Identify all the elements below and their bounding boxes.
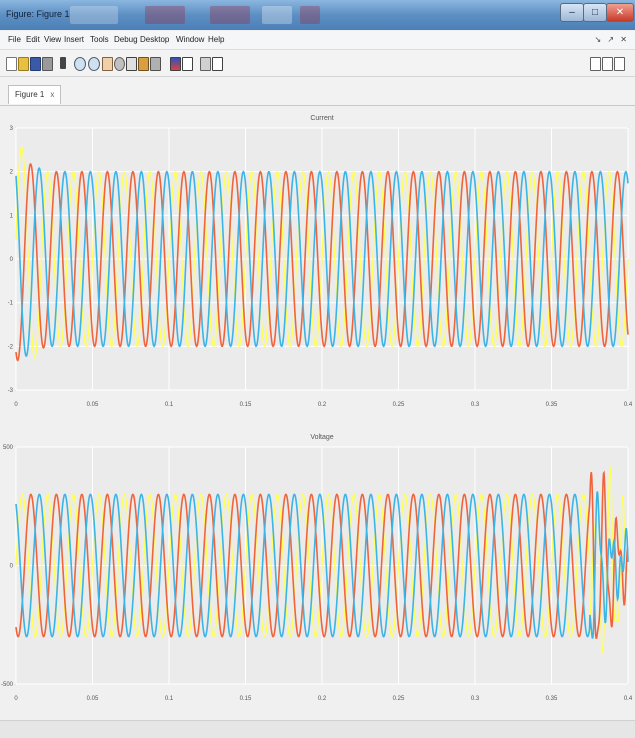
menu-desktop[interactable]: Desktop [140,35,169,44]
axes-title: Current [310,115,333,122]
zoom-out-icon[interactable] [88,57,100,71]
pan-icon[interactable] [102,57,113,71]
hide-plot-icon[interactable] [200,57,211,71]
figure-canvas[interactable]: Current 0 0.05 0.1 0.15 0.2 0.25 0.3 0.35 0.4 -3 -2… [0,106,635,720]
menu-file[interactable]: File [8,35,21,44]
menu-view[interactable]: View [44,35,61,44]
title-bar-glass [262,6,292,24]
legend-icon[interactable] [182,57,193,71]
tab-figure-1[interactable]: Figure 1 x [8,85,61,104]
x-tick-label: 0.1 [165,402,174,408]
new-icon[interactable] [6,57,17,71]
x-tick-label: 0.05 [87,696,99,702]
y-tick-label: -1 [8,301,14,307]
x-tick-label: 0.2 [318,696,327,702]
menu-tools[interactable]: Tools [90,35,109,44]
y-tick-label: 0 [10,257,14,263]
x-tick-label: 0.15 [240,402,252,408]
menu-window[interactable]: Window [176,35,204,44]
tile-icon[interactable] [590,57,601,71]
maximize-button[interactable]: □ [583,3,607,22]
y-tick-label: 500 [3,445,14,451]
y-tick-label: -2 [8,344,14,350]
status-bar [0,720,635,738]
title-bar-glass [145,6,185,24]
zoom-in-icon[interactable] [74,57,86,71]
y-tick-label: 2 [10,170,14,176]
x-tick-label: 0.25 [393,402,405,408]
menu-bar: File Edit View Insert Tools Debug Deskto… [0,31,635,50]
title-bar: Figure: Figure 1 – □ ✕ [0,0,635,30]
dock-icon[interactable] [614,57,625,71]
title-bar-glass [210,6,250,24]
open-icon[interactable] [18,57,29,71]
x-tick-label: 0.3 [471,402,480,408]
menu-dock-controls[interactable]: ↘ ↗ ✕ [594,35,629,44]
menu-help[interactable]: Help [208,35,224,44]
title-bar-glass [300,6,320,24]
colorbar-icon[interactable] [170,57,181,71]
x-tick-label: 0.4 [624,696,633,702]
close-button[interactable]: ✕ [606,3,634,22]
rotate-icon[interactable] [114,57,125,71]
x-tick-label: 0.15 [240,696,252,702]
x-tick-label: 0.4 [624,402,633,408]
save-icon[interactable] [30,57,41,71]
data-cursor-icon[interactable] [126,57,137,71]
brush-icon[interactable] [138,57,149,71]
menu-debug[interactable]: Debug [114,35,138,44]
tab-label: Figure 1 [15,90,44,99]
axes-title: Voltage [310,434,333,441]
link-icon[interactable] [150,57,161,71]
title-bar-glass [70,6,118,24]
tile-icon[interactable] [602,57,613,71]
print-icon[interactable] [42,57,53,71]
y-tick-label: 3 [10,126,14,132]
axes-2[interactable]: Voltage 0 0.05 0.1 0.15 0.2 0.25 0.3 0.35 0.4 -500… [1,434,633,702]
y-tick-label: -3 [8,388,14,394]
x-tick-label: 0.05 [87,402,99,408]
axes-1[interactable]: Current 0 0.05 0.1 0.15 0.2 0.25 0.3 0.35 0.4 -3 -2… [8,115,633,408]
x-tick-label: 0.35 [546,696,558,702]
x-tick-label: 0.35 [546,402,558,408]
window-title: Figure: Figure 1 [6,9,70,19]
y-tick-label: 1 [10,213,14,219]
figure-tab-strip: Figure 1 x [0,77,635,106]
tab-close-icon[interactable]: x [50,90,54,99]
toolbar [0,50,635,77]
show-plot-icon[interactable] [212,57,223,71]
x-tick-label: 0.3 [471,696,480,702]
x-tick-label: 0.25 [393,696,405,702]
x-tick-label: 0 [14,402,18,408]
menu-insert[interactable]: Insert [64,35,84,44]
x-tick-label: 0.2 [318,402,327,408]
minimize-button[interactable]: – [560,3,584,22]
x-tick-label: 0.1 [165,696,174,702]
y-tick-label: 0 [10,564,14,570]
x-tick-label: 0 [14,696,18,702]
menu-edit[interactable]: Edit [26,35,40,44]
y-tick-label: -500 [1,682,14,688]
plots-svg: Current 0 0.05 0.1 0.15 0.2 0.25 0.3 0.35 0.4 -3 -2… [0,106,635,720]
pointer-icon[interactable] [60,57,66,69]
